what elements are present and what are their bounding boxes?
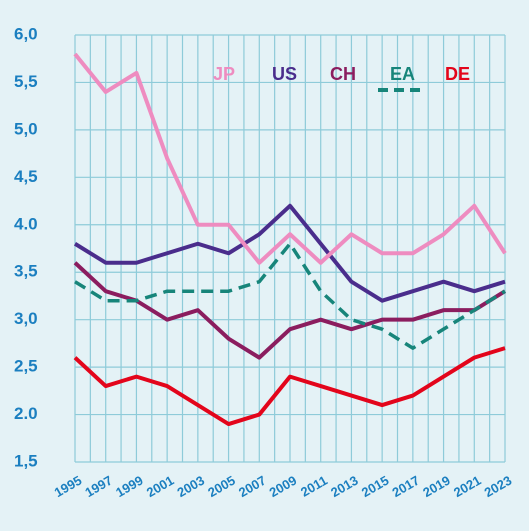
legend-label: JP <box>213 64 235 84</box>
legend-label: DE <box>445 64 470 84</box>
legend-label: EA <box>390 64 415 84</box>
y-tick-label: 4,5 <box>14 167 38 186</box>
series-line <box>73 52 507 265</box>
y-tick-label: 1,5 <box>14 451 38 470</box>
y-tick-label: 5,5 <box>14 72 38 91</box>
x-tick-label: 2007 <box>236 473 269 500</box>
x-tick-label: 2009 <box>267 473 300 500</box>
x-tick-label: 2023 <box>482 473 515 500</box>
x-tick-label: 2003 <box>175 473 208 500</box>
x-tick-label: 1999 <box>113 473 146 500</box>
series-line <box>73 261 507 360</box>
x-tick-label: 2021 <box>451 473 484 500</box>
x-tick-label: 1997 <box>82 473 115 500</box>
y-tick-label: 3,0 <box>14 309 38 328</box>
y-tick-label: 3,5 <box>14 262 38 281</box>
x-tick-label: 1995 <box>52 473 85 500</box>
x-tick-label: 2005 <box>205 473 238 500</box>
y-tick-label: 5,0 <box>14 119 38 138</box>
x-tick-label: 2017 <box>390 473 423 500</box>
series-line <box>74 242 506 350</box>
y-tick-label: 2,5 <box>14 357 38 376</box>
series-line <box>73 203 506 303</box>
legend-label: CH <box>330 64 356 84</box>
y-tick-label: 6,0 <box>14 24 38 43</box>
x-tick-label: 2001 <box>144 473 177 500</box>
x-tick-label: 2011 <box>298 473 330 500</box>
x-tick-label: 2013 <box>328 473 361 500</box>
y-tick-label: 4.0 <box>14 214 38 233</box>
x-tick-label: 2019 <box>420 473 453 500</box>
x-tick-label: 2015 <box>359 473 392 500</box>
legend-label: US <box>272 64 297 84</box>
y-tick-label: 2.0 <box>14 404 38 423</box>
series-line <box>73 346 506 427</box>
